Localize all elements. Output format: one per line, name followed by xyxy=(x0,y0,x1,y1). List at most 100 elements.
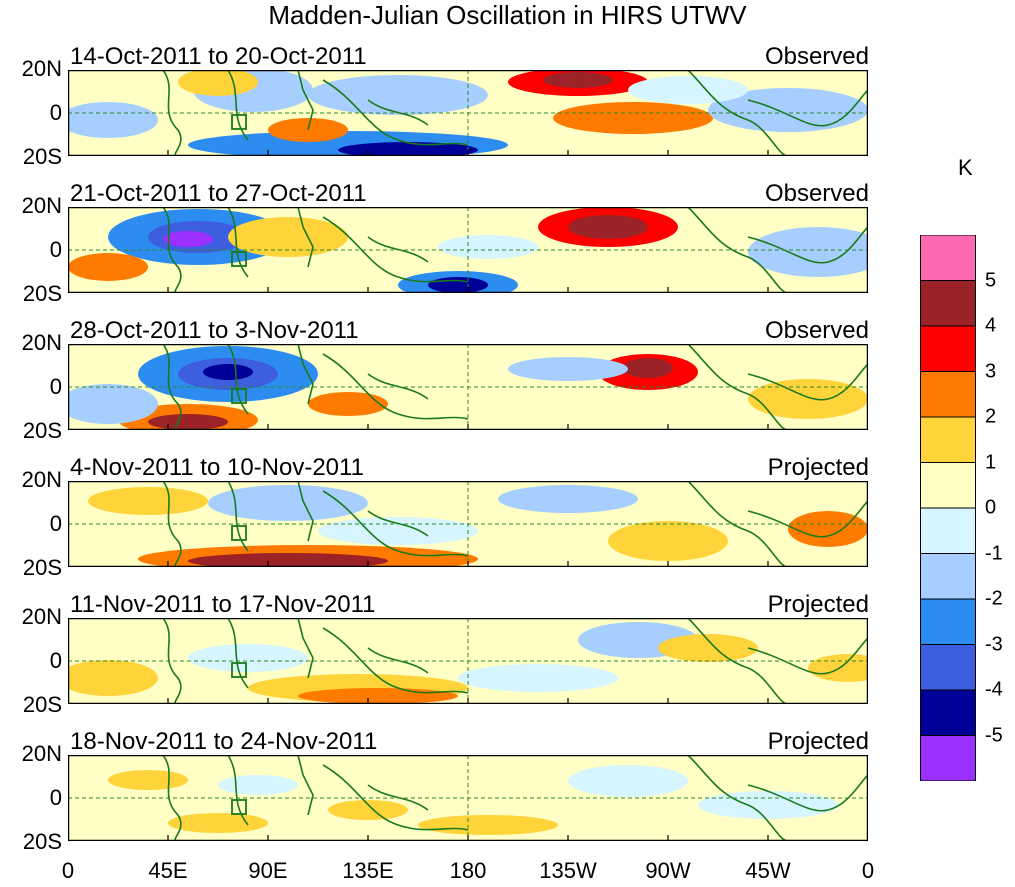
anomaly-map xyxy=(68,755,868,841)
anomaly-region xyxy=(543,72,613,88)
region-box xyxy=(231,525,247,541)
anomaly-region xyxy=(188,553,388,567)
coastline xyxy=(687,618,789,704)
anomaly-region xyxy=(298,688,458,704)
y-axis-label: 0 xyxy=(49,511,62,536)
anomaly-region xyxy=(418,815,558,835)
anomaly-region xyxy=(68,384,158,424)
coastline xyxy=(227,344,249,415)
colorbar-tick-label: -1 xyxy=(985,542,1003,564)
y-axis-label: 0 xyxy=(49,100,62,125)
anomaly-region xyxy=(708,88,868,132)
colorbar-tick-label: -5 xyxy=(985,724,1003,746)
x-axis-label: 45E xyxy=(148,858,188,883)
anomaly-map xyxy=(68,481,868,567)
coastline xyxy=(162,481,182,567)
colorbar-segment xyxy=(920,235,976,281)
panel-period-label: 14-Oct-2011 to 20-Oct-2011 xyxy=(70,43,367,70)
panel-status-label: Observed xyxy=(764,317,869,344)
anomaly-region xyxy=(508,357,628,381)
anomaly-region xyxy=(318,517,478,545)
colorbar-tick-label: -3 xyxy=(985,633,1003,655)
coastline xyxy=(747,500,868,538)
y-axis-label: 0 xyxy=(49,648,62,673)
coastline xyxy=(162,755,182,841)
coastline xyxy=(162,618,182,704)
coastline xyxy=(747,89,868,127)
panel-status-label: Observed xyxy=(764,180,869,207)
y-axis-label: 20S xyxy=(22,829,62,854)
region-box xyxy=(231,799,247,815)
anomaly-region xyxy=(68,660,158,696)
anomaly-region xyxy=(218,775,298,795)
anomaly-region xyxy=(628,76,748,104)
map-panel: 14-Oct-2011 to 20-Oct-2011 Observed 20N 0 20… xyxy=(0,44,1015,180)
anomaly-region xyxy=(568,765,688,797)
colorbar-segment xyxy=(920,462,976,509)
panel-status-label: Projected xyxy=(767,728,869,755)
region-box xyxy=(231,662,247,678)
colorbar-unit: K xyxy=(958,155,973,180)
anomaly-region xyxy=(308,392,388,416)
anomaly-map xyxy=(68,207,868,293)
panel-status-label: Projected xyxy=(767,454,869,481)
coastline xyxy=(322,490,469,557)
y-axis-label: 20S xyxy=(22,692,62,717)
colorbar-tick-label: -4 xyxy=(985,678,1003,701)
anomaly-region xyxy=(568,215,648,239)
map-panel: 21-Oct-2011 to 27-Oct-2011 Observed 20N 0 20… xyxy=(0,181,1015,317)
anomaly-region xyxy=(178,70,258,96)
y-axis-label: 20S xyxy=(22,144,62,169)
anomaly-region xyxy=(328,800,408,820)
coastline xyxy=(687,481,789,567)
anomaly-map xyxy=(68,344,868,430)
anomaly-region xyxy=(168,813,268,833)
anomaly-region xyxy=(498,485,638,513)
y-axis-label: 20N xyxy=(21,741,62,766)
anomaly-region xyxy=(623,358,673,378)
anomaly-map xyxy=(68,618,868,704)
region-box xyxy=(231,251,247,267)
anomaly-region xyxy=(308,75,488,115)
y-axis-label: 20N xyxy=(21,467,62,492)
anomaly-region xyxy=(698,791,838,819)
anomaly-region xyxy=(748,227,868,277)
x-axis-label: 180 xyxy=(449,858,487,883)
x-axis-label: 90W xyxy=(645,858,691,883)
y-axis-label: 20S xyxy=(22,418,62,443)
colorbar-segment xyxy=(920,325,976,372)
colorbar-tick-label: 1 xyxy=(985,451,997,473)
y-axis-label: 0 xyxy=(49,237,62,262)
panel-status-label: Projected xyxy=(767,591,869,618)
anomaly-region xyxy=(163,231,213,247)
anomaly-region xyxy=(68,102,158,138)
colorbar-segment xyxy=(920,280,976,327)
x-axis-label: 0 xyxy=(861,858,875,883)
coastline xyxy=(747,363,868,401)
coastline xyxy=(747,226,868,264)
map-panel: 28-Oct-2011 to 3-Nov-2011 Observed 20N 0 20S xyxy=(0,318,1015,454)
coastline xyxy=(747,637,868,675)
anomaly-region xyxy=(428,277,488,293)
coastline xyxy=(322,627,469,694)
panel-period-label: 4-Nov-2011 to 10-Nov-2011 xyxy=(70,454,364,481)
coastline xyxy=(162,70,182,156)
anomaly-region xyxy=(748,379,868,419)
coastline xyxy=(747,774,868,812)
coastline xyxy=(297,755,314,816)
colorbar-segment xyxy=(920,507,976,554)
y-axis-label: 20N xyxy=(21,56,62,81)
y-axis-label: 0 xyxy=(49,374,62,399)
anomaly-region xyxy=(148,414,228,430)
coastline xyxy=(297,70,314,131)
colorbar-segment xyxy=(920,598,976,645)
colorbar-segment xyxy=(920,735,976,781)
colorbar-segment xyxy=(920,644,976,691)
colorbar-segment xyxy=(920,371,976,418)
anomaly-region xyxy=(68,253,148,281)
anomaly-region xyxy=(338,142,478,156)
coastline xyxy=(227,207,249,278)
colorbar-segment xyxy=(920,553,976,600)
colorbar-tick-label: 4 xyxy=(985,314,997,337)
anomaly-region xyxy=(553,102,713,134)
